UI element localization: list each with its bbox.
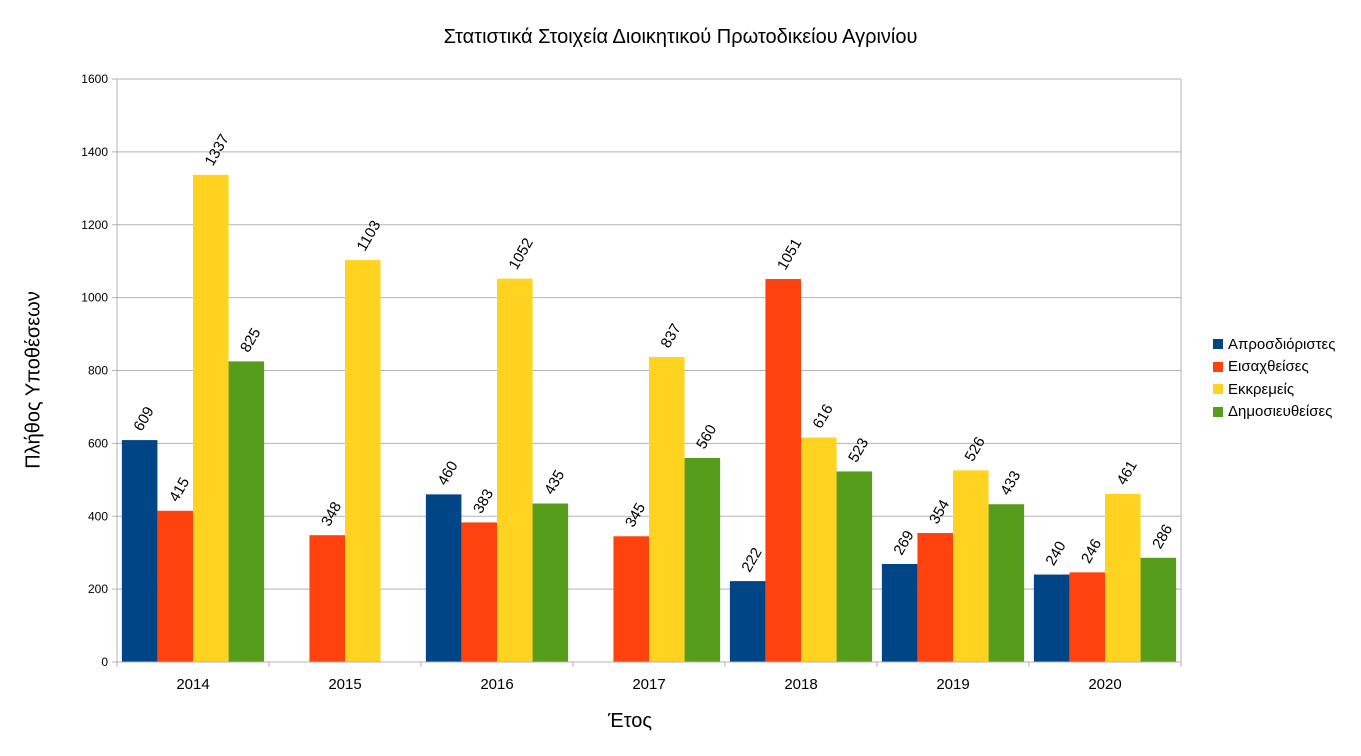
bar (613, 536, 649, 662)
chart-title: Στατιστικά Στοιχεία Διοικητικού Πρωτοδικ… (443, 26, 918, 48)
bar (684, 457, 721, 662)
x-tick-label: 2014 (176, 676, 209, 693)
bar (345, 260, 381, 662)
bar (988, 504, 1025, 662)
bar (881, 563, 918, 662)
legend-swatch (1213, 406, 1223, 417)
bar (729, 581, 766, 662)
y-tick-label: 1000 (81, 291, 108, 305)
y-tick-label: 800 (88, 364, 108, 378)
x-tick-label: 2019 (936, 676, 969, 693)
bar (1033, 574, 1070, 662)
data-label: 222 (738, 545, 765, 575)
legend-label: Εισαχθείσες (1228, 358, 1309, 376)
bar (765, 279, 801, 662)
legend-swatch (1213, 361, 1223, 372)
x-tick-label: 2016 (480, 676, 513, 693)
bar (836, 471, 873, 662)
legend-item: Απροσδιόριστες (1213, 333, 1335, 356)
data-label: 345 (622, 500, 649, 530)
legend-label: Δημοσιευθείσες (1228, 403, 1333, 421)
x-tick-label: 2015 (328, 676, 361, 693)
data-label: 1337 (202, 131, 233, 168)
y-tick-label: 200 (88, 582, 108, 596)
legend-item: Εισαχθείσες (1213, 356, 1335, 379)
bar (309, 535, 345, 662)
data-label: 269 (890, 528, 917, 558)
bar (121, 440, 158, 662)
x-tick-label: 2017 (632, 676, 665, 693)
data-label: 348 (318, 499, 345, 529)
bar (649, 357, 685, 662)
bar (1069, 572, 1105, 662)
bar (497, 278, 533, 662)
data-label: 354 (926, 497, 953, 527)
y-tick-label: 1200 (81, 218, 108, 232)
axes: 0 200 400 600 800 1000 1200 1400 1600 2014 2015 201… (81, 72, 1182, 693)
bar (801, 437, 837, 662)
y-tick-label: 400 (88, 509, 108, 523)
data-label: 616 (810, 401, 837, 431)
data-label: 1051 (774, 236, 805, 273)
data-label: 246 (1078, 536, 1105, 566)
y-tick-label: 0 (101, 655, 108, 669)
data-label: 825 (237, 325, 264, 355)
data-label: 560 (693, 422, 720, 452)
x-tick-label: 2018 (784, 676, 817, 693)
legend: Απροσδιόριστες Εισαχθείσες Εκκρεμείς Δημοσι… (1213, 333, 1335, 423)
bar (193, 174, 229, 662)
data-label: 461 (1114, 458, 1141, 488)
data-label: 523 (845, 435, 872, 465)
legend-swatch (1213, 384, 1223, 395)
data-label: 837 (658, 321, 685, 351)
bar (532, 503, 569, 662)
y-tick-label: 1600 (81, 72, 108, 86)
data-label: 433 (997, 468, 1024, 498)
bar (917, 533, 953, 662)
data-label: 1103 (354, 218, 385, 254)
bars (121, 174, 1177, 662)
legend-item: Δημοσιευθείσες (1213, 401, 1335, 424)
y-tick-label: 600 (88, 436, 108, 450)
y-tick-label: 1400 (81, 145, 108, 159)
data-label: 435 (541, 467, 568, 497)
x-tick-label: 2020 (1088, 676, 1121, 693)
bar (1140, 557, 1177, 662)
legend-item: Εκκρεμείς (1213, 378, 1335, 401)
data-label: 609 (130, 404, 157, 434)
data-label: 240 (1042, 538, 1069, 568)
bar (953, 470, 989, 662)
bar (1105, 494, 1141, 662)
data-label: 286 (1149, 522, 1176, 552)
bar (157, 510, 193, 662)
bar (425, 494, 462, 662)
bar (228, 361, 265, 662)
data-label: 383 (470, 486, 497, 516)
legend-swatch (1213, 339, 1223, 350)
legend-label: Απροσδιόριστες (1228, 335, 1336, 353)
data-label: 526 (962, 434, 989, 464)
bar (461, 522, 497, 662)
y-axis-label: Πλήθος Υποθέσεων (22, 291, 45, 469)
data-label: 415 (166, 475, 193, 505)
data-label: 1052 (506, 235, 537, 272)
data-label: 460 (434, 458, 461, 488)
x-axis-label: Έτος (607, 710, 653, 732)
legend-label: Εκκρεμείς (1228, 380, 1295, 398)
